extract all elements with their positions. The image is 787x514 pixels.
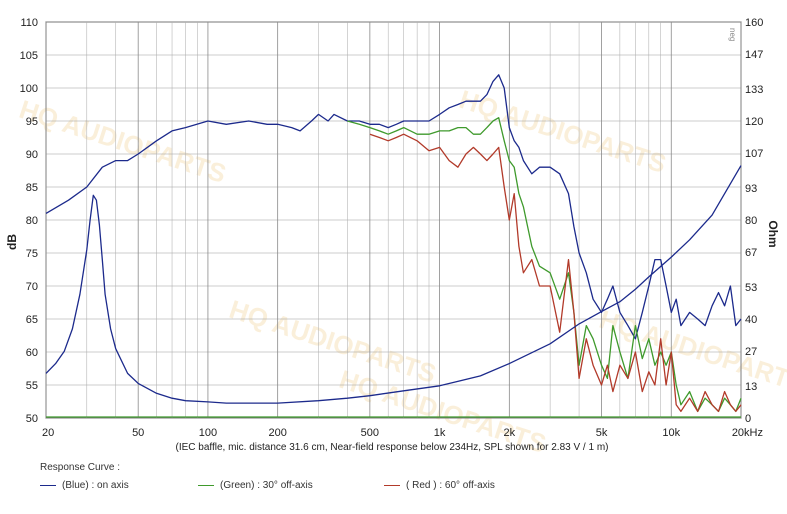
y2-tick-label: 147 [745,49,763,61]
x-tick-label: 500 [361,427,379,439]
y2-tick-label: 133 [745,84,763,96]
x-tick-label: 10k [662,427,680,439]
watermark-text: HQ AUDIOPARTS [16,94,230,189]
x-tick-label: 20kHz [732,427,763,439]
legend-swatch-red [384,484,400,486]
y-tick-label: 100 [20,83,38,95]
y2-tick-label: 67 [745,247,757,259]
x-tick-label: 1k [434,427,446,439]
y2-tick-label: 27 [745,346,757,358]
watermark-text: HQ AUDIOPARTS [226,294,440,389]
y-tick-label: 55 [26,380,38,392]
x-tick-label: 2k [504,427,516,439]
y-tick-label: 80 [26,215,38,227]
y2-tick-label: 13 [745,381,757,393]
y-tick-label: 70 [26,281,38,293]
y2-tick-label: 93 [745,183,757,195]
y2-tick-label: 0 [745,413,751,425]
y-tick-label: 75 [26,248,38,260]
y-tick-label: 110 [20,17,38,29]
legend: Response Curve : [40,462,120,473]
y2-tick-label: 107 [745,148,763,160]
legend-label-green: (Green) : 30° off-axis [220,480,313,491]
response-line-blue [45,74,742,340]
impedance-line [45,165,742,404]
y-tick-label: 90 [26,149,38,161]
legend-entry-green: (Green) : 30° off-axis [198,480,313,491]
y2-tick-label: 40 [745,314,757,326]
legend-label-blue: (Blue) : on axis [62,480,129,491]
y-axis-label: dB [5,234,19,250]
y-tick-label: 105 [20,50,38,62]
side-label: neg [728,28,737,41]
y-tick-label: 95 [26,116,38,128]
y-tick-label: 50 [26,413,38,425]
y2-tick-label: 120 [745,116,763,128]
x-tick-label: 100 [199,427,217,439]
y2-tick-label: 80 [745,215,757,227]
response-line-green [347,117,742,413]
response-line-red [369,133,742,413]
y-tick-label: 85 [26,182,38,194]
legend-swatch-green [198,484,214,486]
legend-title: Response Curve : [40,462,121,473]
y-tick-label: 60 [26,347,38,359]
x-tick-label: 200 [268,427,286,439]
legend-label-red: ( Red ) : 60° off-axis [406,480,495,491]
x-axis-caption: (IEC baffle, mic. distance 31.6 cm, Near… [176,442,609,453]
y2-tick-label: 160 [745,17,763,29]
legend-entry-red: ( Red ) : 60° off-axis [384,480,495,491]
y-tick-label: 65 [26,314,38,326]
axes: 50 55 60 65 70 75 80 85 90 95 100 105 110 0 13 27 40 53 67… [20,17,764,439]
x-tick-label: 5k [596,427,608,439]
grid [45,21,742,419]
y2-tick-label: 53 [745,282,757,294]
watermark-text: HQ AUDIOPARTS [456,84,670,179]
legend-swatch-blue [40,484,56,486]
y2-axis-label: Ohm [766,220,780,247]
series-layer [45,74,742,418]
legend-entry-blue: (Blue) : on axis [40,480,129,491]
x-tick-label: 50 [132,427,144,439]
x-tick-label: 20 [42,427,54,439]
